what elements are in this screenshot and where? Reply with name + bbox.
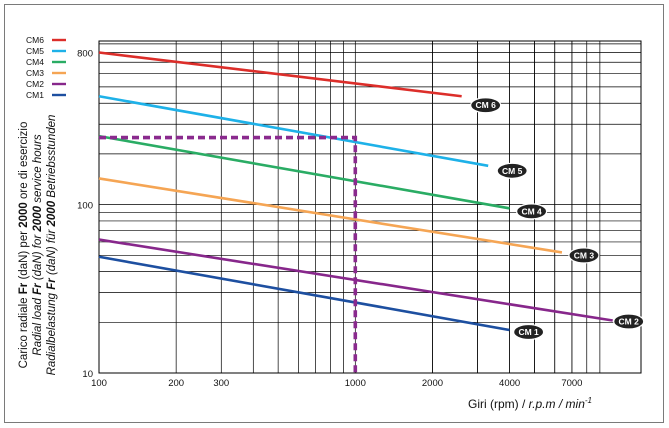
series-badge-label: CM 3 [574,250,595,260]
x-tick-label-200: 200 [168,378,184,389]
series-badge-cm6: CM 6 [470,97,502,114]
series-badge-label: CM 6 [476,100,497,110]
x-tick-label-7000: 7000 [561,378,582,389]
grid [98,40,642,374]
y-axis-ticks: 10 100 800 [77,49,93,380]
y-tick-label-800: 800 [77,49,93,60]
legend-label-cm4: CM4 [26,57,44,67]
x-axis-title: Giri (rpm) / r.p.m / min-1 [468,396,592,411]
series-badge-cm1: CM 1 [513,323,545,341]
legend-label-cm2: CM2 [26,79,44,89]
example-dashed-path [99,135,358,373]
series-line-cm3 [98,177,563,254]
series-badge-cm3: CM 3 [568,247,600,264]
series-badge-shape [496,162,528,179]
legend-label-cm5: CM5 [26,46,44,56]
series-badge-label: CM 2 [619,317,640,327]
y-tick-label-100: 100 [77,201,93,212]
series-badge-shape [513,323,545,341]
x-tick-label-4000: 4000 [499,378,520,389]
plot-area-border [98,40,642,374]
series-line-cm6 [98,51,462,98]
series-line-cm4 [98,134,510,210]
x-tick-label-100: 100 [91,378,107,389]
series-badge-shape [516,203,548,220]
series-badge-cm5: CM 5 [496,162,528,179]
x-tick-label-1000: 1000 [345,378,366,389]
x-tick-label-2000: 2000 [422,378,443,389]
series-badge-cm4: CM 4 [516,203,548,220]
series-badge-label: CM 4 [521,206,542,216]
chart-frame [4,4,664,423]
legend-label-cm3: CM3 [26,68,44,78]
x-tick-label-300: 300 [213,378,229,389]
series-badge-shape [613,313,645,330]
series-group [98,51,613,373]
series-line-cm1 [98,255,510,332]
series-badge-shape [470,97,502,114]
series-badge-label: CM 5 [502,166,523,176]
y-axis-title-line-2: Radial load Fr (daN) for 2000 service ho… [32,134,44,355]
y-axis-title-line-1: Carico radiale Fr (daN) per 2000 ore di … [18,122,30,369]
legend-label-cm6: CM6 [26,35,44,45]
y-tick-label-10: 10 [82,369,93,380]
series-badge-label: CM 1 [518,327,539,337]
series-badge-cm2: CM 2 [613,313,645,330]
y-axis-title-line-3: Radialbelastung Fr (daN) für 2000 Betrie… [46,115,58,376]
series-line-cm5 [98,94,489,168]
legend-label-cm1: CM1 [26,90,44,100]
series-badge-shape [568,247,600,264]
x-axis-ticks: 100 200 300 1000 2000 4000 7000 [91,378,582,389]
